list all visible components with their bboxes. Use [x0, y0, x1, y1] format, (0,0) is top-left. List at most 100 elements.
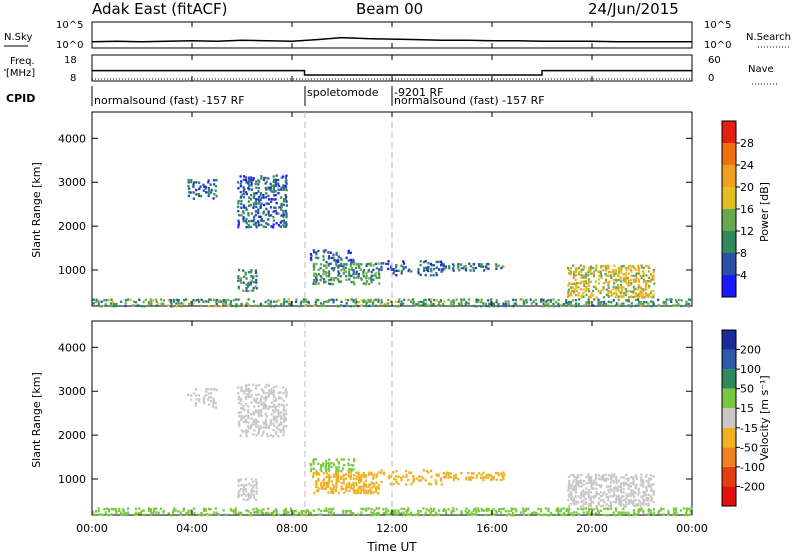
data-cell [237, 209, 240, 213]
data-cell [237, 223, 240, 227]
data-cell [525, 507, 528, 511]
data-cell [315, 274, 318, 278]
data-cell [465, 511, 468, 514]
data-cell [260, 434, 263, 437]
data-cell [639, 504, 642, 507]
data-cell [467, 511, 470, 515]
data-cell [285, 179, 288, 182]
data-cell [247, 421, 250, 424]
data-cell [275, 399, 278, 402]
data-cell [673, 511, 676, 515]
data-cell [335, 264, 338, 267]
data-cell [642, 479, 645, 482]
data-cell [362, 270, 365, 274]
data-cell [192, 183, 195, 186]
data-cell [515, 304, 518, 307]
data-cell [587, 278, 591, 281]
data-cell [345, 483, 348, 486]
data-cell [354, 298, 358, 301]
data-cell [242, 192, 245, 196]
data-cell [272, 415, 276, 418]
data-cell [257, 198, 260, 201]
data-cell [403, 298, 406, 302]
data-cell [254, 422, 258, 426]
data-cell [137, 304, 140, 307]
data-cell [192, 299, 195, 302]
data-cell [193, 507, 196, 510]
data-cell [615, 495, 618, 498]
data-cell [587, 302, 591, 305]
data-cell [187, 178, 190, 182]
data-cell [597, 492, 600, 496]
data-cell [243, 206, 246, 209]
data-cell [577, 473, 580, 477]
data-cell [590, 301, 593, 304]
data-cell [234, 509, 237, 513]
data-cell [269, 186, 272, 189]
data-cell [275, 201, 278, 205]
data-cell [605, 495, 608, 499]
data-cell [245, 419, 248, 422]
data-cell [114, 507, 117, 511]
data-cell [475, 511, 478, 514]
data-cell [349, 251, 352, 254]
nsky-tick-low: 10^0 [56, 40, 83, 51]
data-cell [352, 511, 355, 515]
data-cell [327, 481, 330, 484]
data-cell [479, 305, 483, 308]
data-cell [627, 295, 631, 299]
data-cell [332, 473, 336, 476]
data-cell [272, 178, 276, 182]
data-cell [285, 200, 288, 203]
data-cell [617, 298, 620, 302]
data-cell [645, 498, 648, 502]
data-cell [437, 301, 441, 304]
data-cell [537, 513, 540, 516]
data-cell [237, 202, 240, 205]
data-cell [614, 268, 618, 272]
data-cell [185, 513, 188, 516]
data-cell [252, 223, 256, 226]
data-cell [142, 509, 145, 512]
data-cell [487, 267, 490, 270]
data-cell [395, 481, 398, 484]
data-cell [175, 302, 178, 305]
data-cell [272, 434, 275, 438]
data-cell [282, 512, 286, 515]
data-cell [245, 430, 248, 434]
data-cell [209, 392, 213, 395]
velocity-y-axis-label: Slant Range [km] [30, 372, 43, 468]
data-cell [585, 481, 588, 485]
data-cell [377, 270, 380, 274]
data-cell [585, 492, 588, 496]
data-cell [489, 304, 492, 308]
data-cell [472, 509, 475, 512]
data-cell [340, 470, 343, 473]
data-cell [275, 178, 278, 182]
data-cell [339, 257, 342, 260]
data-cell [402, 265, 405, 269]
data-cell [612, 273, 615, 276]
data-cell [510, 509, 513, 513]
data-cell [307, 509, 310, 513]
data-cell [400, 478, 403, 482]
data-cell [255, 397, 258, 401]
data-cell [618, 270, 621, 273]
data-cell [123, 511, 126, 514]
data-cell [398, 298, 401, 301]
data-cell [647, 302, 650, 305]
data-cell [560, 513, 563, 516]
data-cell [604, 479, 608, 483]
data-cell [550, 513, 553, 517]
data-cell [314, 300, 317, 304]
data-cell [329, 262, 332, 265]
data-cell [564, 513, 568, 517]
data-cell [599, 509, 602, 513]
data-cell [244, 190, 248, 194]
data-cell [252, 484, 255, 487]
data-cell [487, 299, 490, 302]
data-cell [95, 300, 98, 303]
data-cell [682, 507, 685, 510]
data-cell [187, 181, 190, 184]
data-cell [110, 304, 113, 308]
